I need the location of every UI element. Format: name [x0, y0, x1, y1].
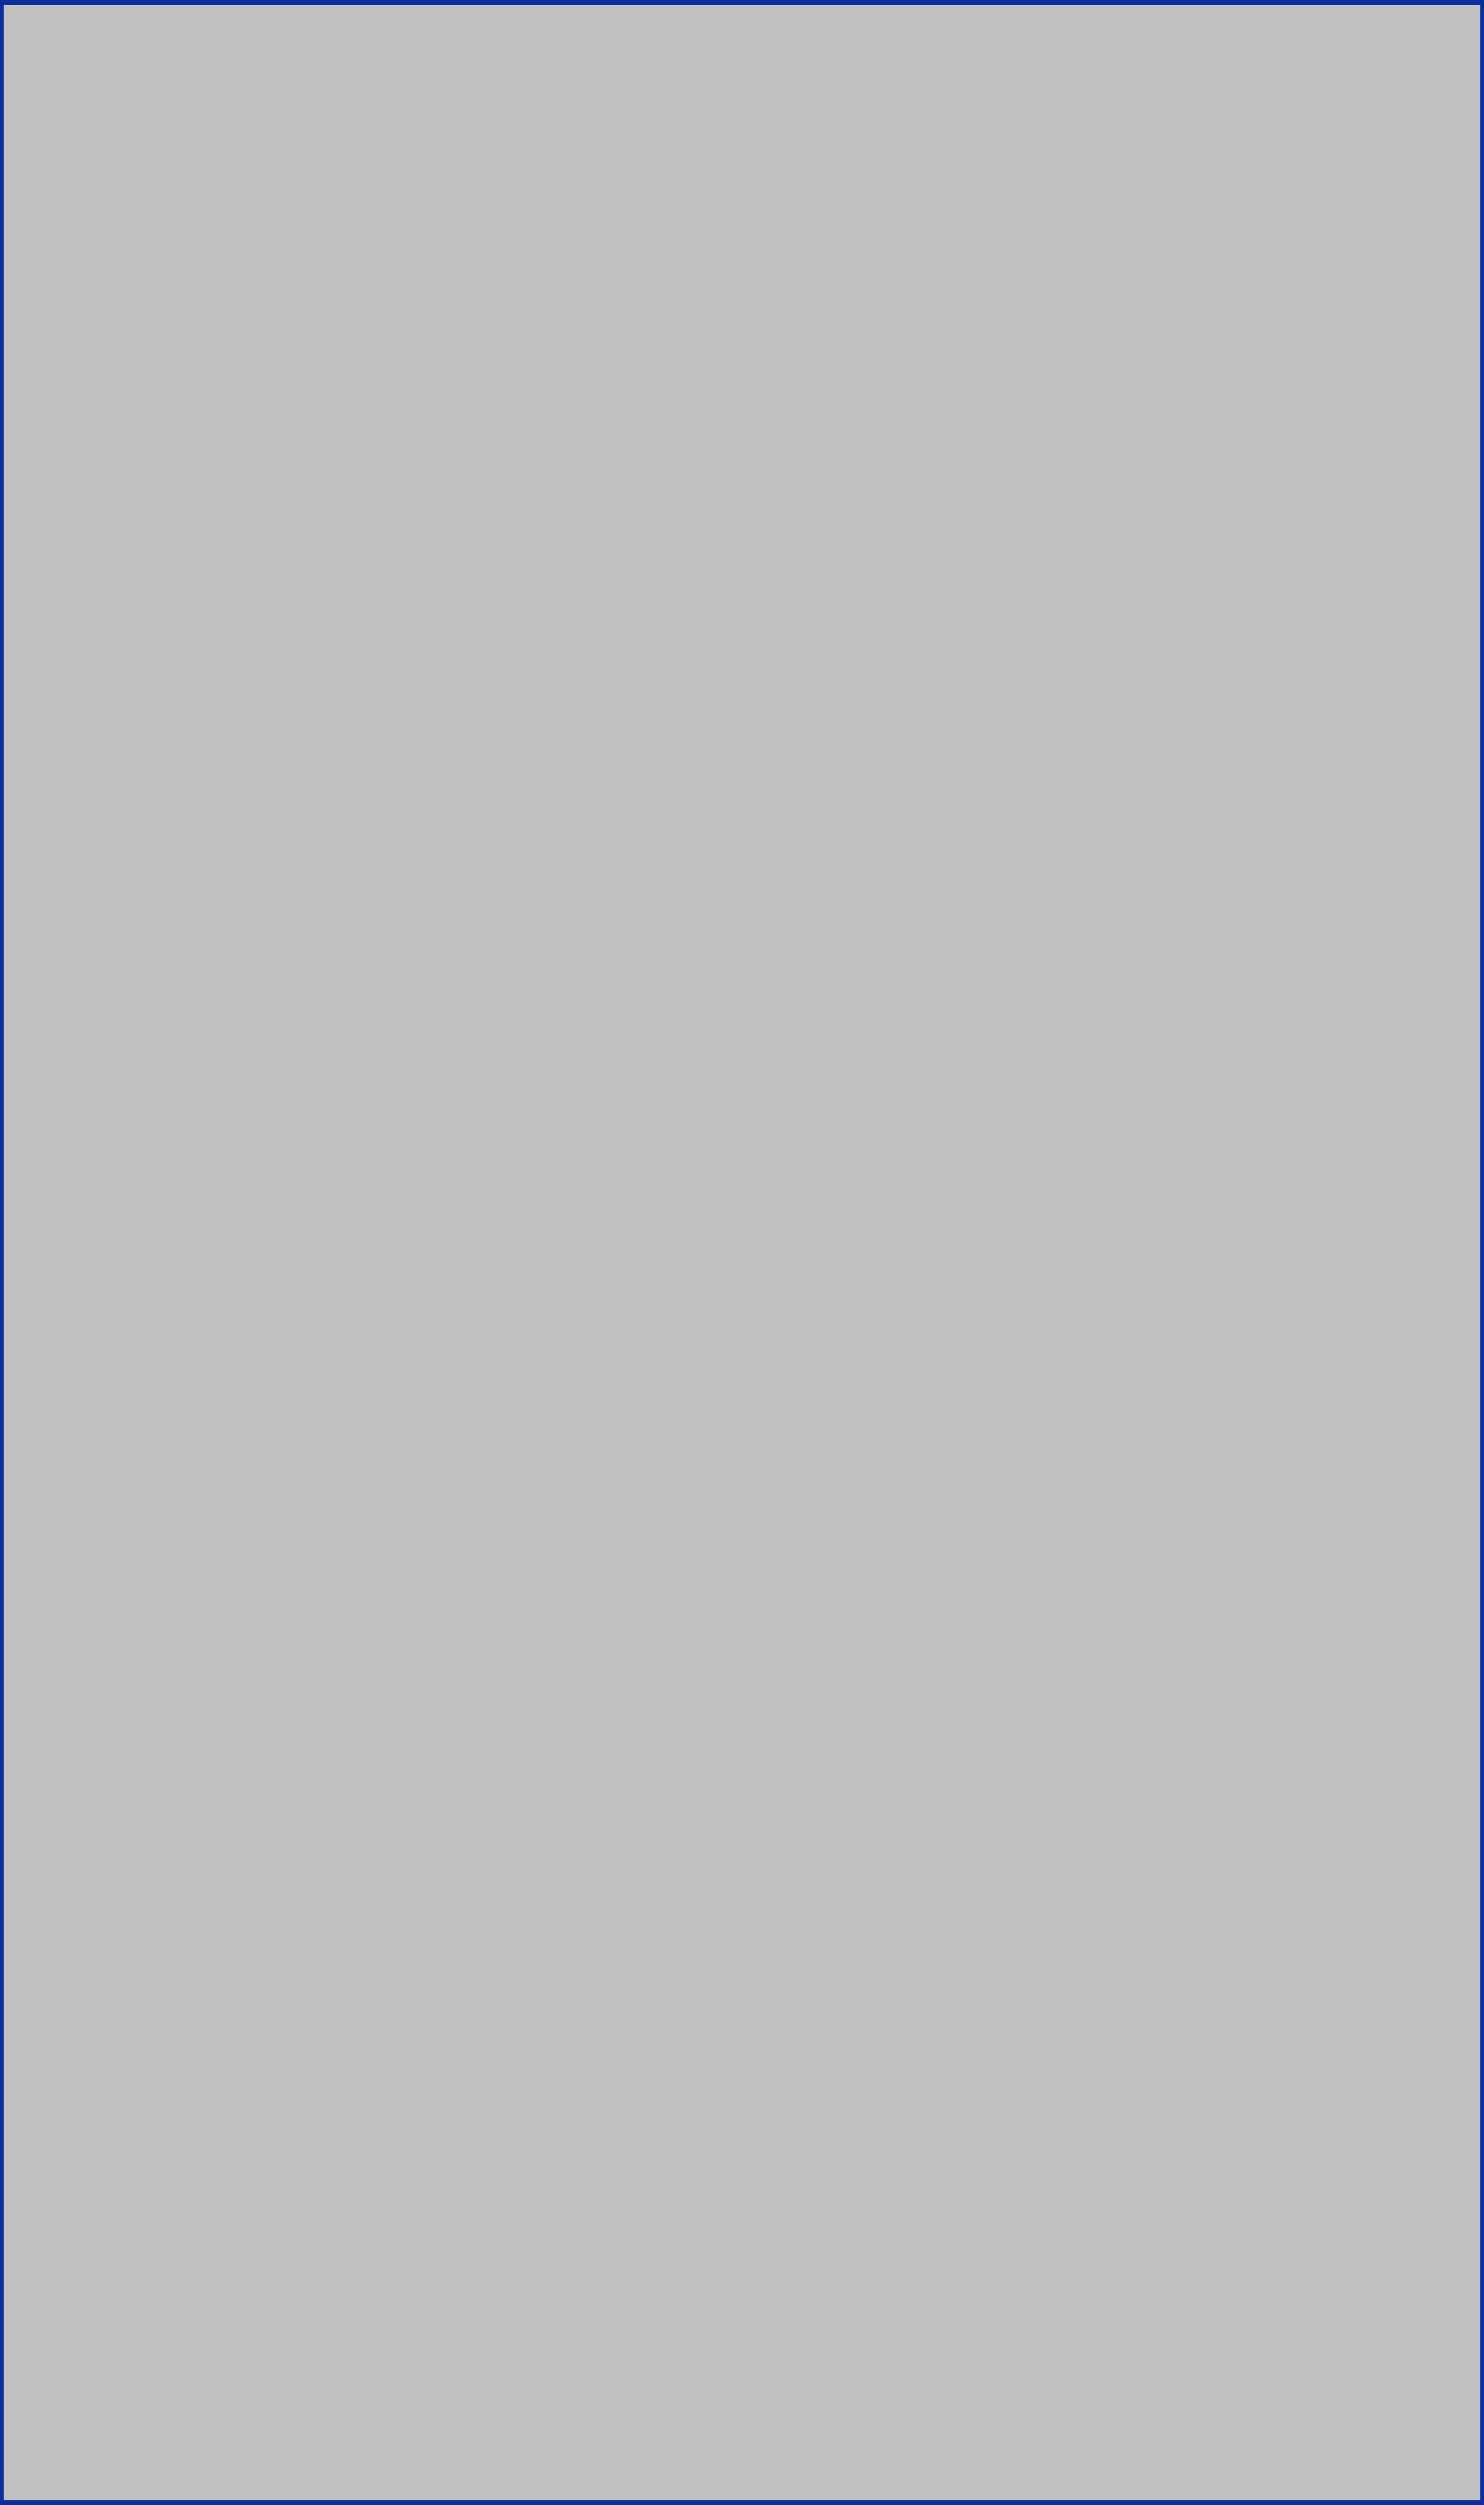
genealogy-chart: [0, 0, 1484, 2505]
